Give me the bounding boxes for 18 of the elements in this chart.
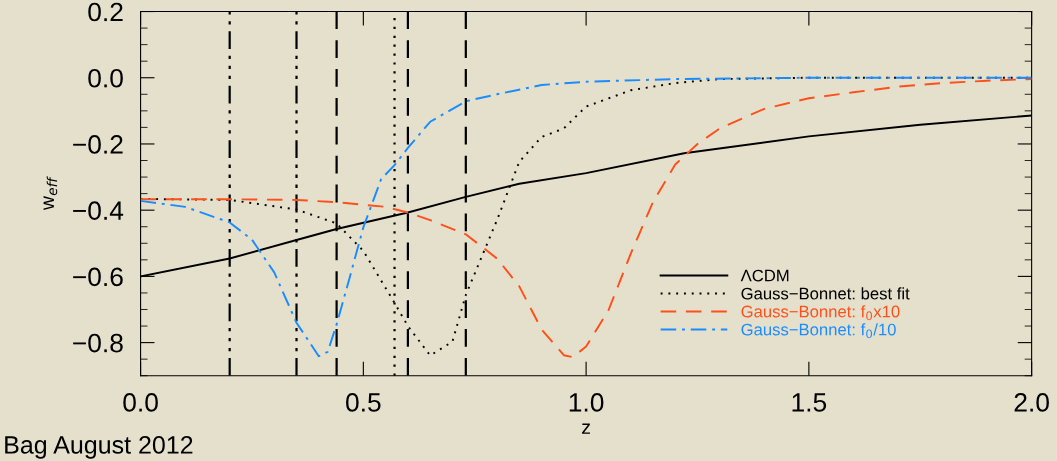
legend-label: ΛCDM	[740, 269, 789, 282]
y-tick-label: −0.4	[73, 201, 124, 220]
legend-label: Gauss−Bonnet: f$_{0}$x10	[741, 305, 900, 321]
y-tick-label: −0.2	[73, 135, 123, 154]
x-tick-label: 1.0	[569, 393, 604, 412]
legend-label: Gauss−Bonnet: f$_{0}$/10	[741, 323, 896, 339]
legend-label: Gauss−Bonnet: best fit	[741, 287, 910, 300]
y-tick-label: −0.6	[73, 267, 123, 287]
x-tick-label: 2.0	[1014, 393, 1049, 412]
x-tick-label: 0.5	[346, 393, 381, 412]
y-axis-title: w$_{eff}$	[43, 176, 58, 211]
x-tick-label: 1.5	[792, 393, 827, 412]
y-tick-label: −0.8	[73, 333, 123, 353]
text: Bag August 2012	[5, 436, 193, 459]
x-axis-title: z	[582, 423, 590, 434]
x-tick-label: 0.0	[123, 393, 158, 412]
y-tick-label: 0.0	[88, 68, 123, 88]
y-tick-label: 0.2	[88, 2, 123, 22]
